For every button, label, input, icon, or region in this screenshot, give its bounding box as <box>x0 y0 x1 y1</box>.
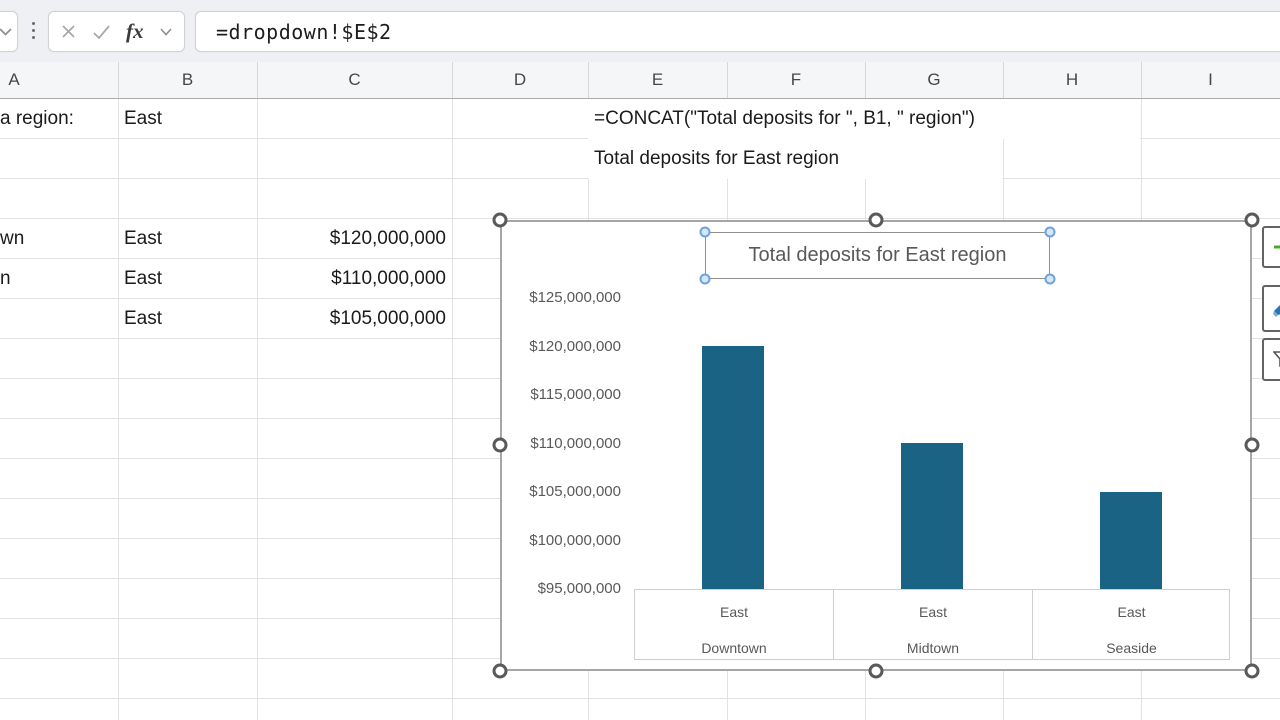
chart-selection-handle[interactable] <box>1244 663 1260 679</box>
cell-B5[interactable]: East <box>124 268 163 289</box>
gridline-vertical <box>118 99 119 720</box>
name-box[interactable] <box>0 11 18 52</box>
bar-midtown[interactable] <box>901 443 963 589</box>
cell-E2[interactable]: Total deposits for East region <box>588 139 1002 179</box>
y-axis-tick-label[interactable]: $120,000,000 <box>529 337 621 355</box>
cell-C4[interactable]: $120,000,000 <box>329 228 446 249</box>
chart-selection-handle[interactable] <box>1244 212 1260 228</box>
y-axis-tick-label[interactable]: $100,000,000 <box>529 531 621 549</box>
y-axis-tick-label[interactable]: $115,000,000 <box>530 386 621 403</box>
column-header-F[interactable]: F <box>790 70 802 89</box>
title-selection-handle[interactable] <box>699 273 711 285</box>
chevron-down-icon[interactable] <box>160 27 172 36</box>
category-label-line2: Downtown <box>701 640 767 656</box>
bar-downtown[interactable] <box>702 346 764 589</box>
cancel-icon[interactable] <box>61 24 76 39</box>
chart-selection-handle[interactable] <box>868 663 884 679</box>
title-selection-handle[interactable] <box>699 226 711 238</box>
title-selection-handle[interactable] <box>1044 273 1056 285</box>
chart-selection-handle[interactable] <box>492 663 508 679</box>
y-axis-tick-label[interactable]: $125,000,000 <box>529 289 621 306</box>
chart-filters-button[interactable] <box>1262 338 1280 381</box>
bar-seaside[interactable] <box>1100 492 1162 589</box>
category-label-line2: Midtown <box>906 640 960 656</box>
column-header-I[interactable]: I <box>1208 70 1213 89</box>
chart-title[interactable]: Total deposits for East region <box>705 232 1050 279</box>
column-header-divider <box>257 62 258 98</box>
category-label-line2: Seaside <box>1106 640 1157 656</box>
enter-check-icon[interactable] <box>92 24 110 39</box>
chart-selection-handle[interactable] <box>492 437 508 453</box>
chart-styles-button[interactable] <box>1262 285 1280 332</box>
cell-C6[interactable]: $105,000,000 <box>329 308 446 329</box>
column-header-divider <box>588 62 589 98</box>
chart-selection-handle[interactable] <box>868 212 884 228</box>
y-axis-tick-label[interactable]: $105,000,000 <box>529 483 621 500</box>
chart-selection-handle[interactable] <box>1244 437 1260 453</box>
column-headers-row: A B C D E F G H I <box>0 62 1280 99</box>
y-axis-tick-label[interactable]: $95,000,000 <box>537 580 621 597</box>
category-axis[interactable]: East Downtown East Midtown East Seaside <box>634 589 1230 660</box>
column-header-divider <box>1003 62 1004 98</box>
category-label-line1: East <box>1117 604 1146 620</box>
plus-icon <box>1273 237 1280 257</box>
formula-bar-drag-handle-icon[interactable] <box>32 22 35 39</box>
column-header-E[interactable]: E <box>651 70 664 89</box>
column-header-divider <box>727 62 728 98</box>
formula-input[interactable]: =dropdown!$E$2 <box>195 11 1280 52</box>
formula-bar: fx =dropdown!$E$2 <box>0 0 1280 62</box>
gridline-vertical <box>257 99 258 720</box>
chart-selection-handle[interactable] <box>492 212 508 228</box>
insert-function-button[interactable]: fx <box>126 19 144 43</box>
title-selection-handle[interactable] <box>1044 226 1056 238</box>
formula-text: =dropdown!$E$2 <box>216 19 392 44</box>
gridline-vertical <box>452 99 453 720</box>
category-label-line1: East <box>918 604 947 620</box>
column-header-divider <box>118 62 119 98</box>
cell-A1[interactable]: a region: <box>0 108 74 129</box>
column-header-A[interactable]: A <box>8 70 20 89</box>
cell-A5[interactable]: n <box>0 268 11 289</box>
category-label-line1: East <box>719 604 748 620</box>
category-cell-seaside[interactable]: East Seaside <box>1032 590 1231 659</box>
column-header-divider <box>452 62 453 98</box>
cell-A4[interactable]: wn <box>0 228 25 249</box>
column-header-B[interactable]: B <box>181 70 194 89</box>
category-cell-midtown[interactable]: East Midtown <box>834 590 1033 659</box>
column-header-D[interactable]: D <box>513 70 527 89</box>
column-header-C[interactable]: C <box>348 70 361 89</box>
cell-C5[interactable]: $110,000,000 <box>331 268 446 289</box>
cell-B4[interactable]: East <box>124 228 163 249</box>
y-axis-tick-label[interactable]: $110,000,000 <box>530 434 621 452</box>
cell-B1[interactable]: East <box>124 108 163 129</box>
column-header-divider <box>865 62 866 98</box>
column-header-H[interactable]: H <box>1065 70 1079 89</box>
chevron-down-icon[interactable] <box>0 27 12 36</box>
column-header-divider <box>1141 62 1142 98</box>
formula-buttons-group: fx <box>48 11 185 52</box>
funnel-icon <box>1273 351 1280 368</box>
chart-elements-button[interactable] <box>1262 226 1280 268</box>
cell-E1[interactable]: =CONCAT("Total deposits for ", B1, " reg… <box>588 99 1140 139</box>
cell-B6[interactable]: East <box>124 308 163 329</box>
column-header-G[interactable]: G <box>927 70 941 89</box>
brush-icon <box>1273 299 1280 319</box>
category-cell-downtown[interactable]: East Downtown <box>635 590 834 659</box>
chart[interactable]: Total deposits for East region $95,000,0… <box>500 220 1252 671</box>
